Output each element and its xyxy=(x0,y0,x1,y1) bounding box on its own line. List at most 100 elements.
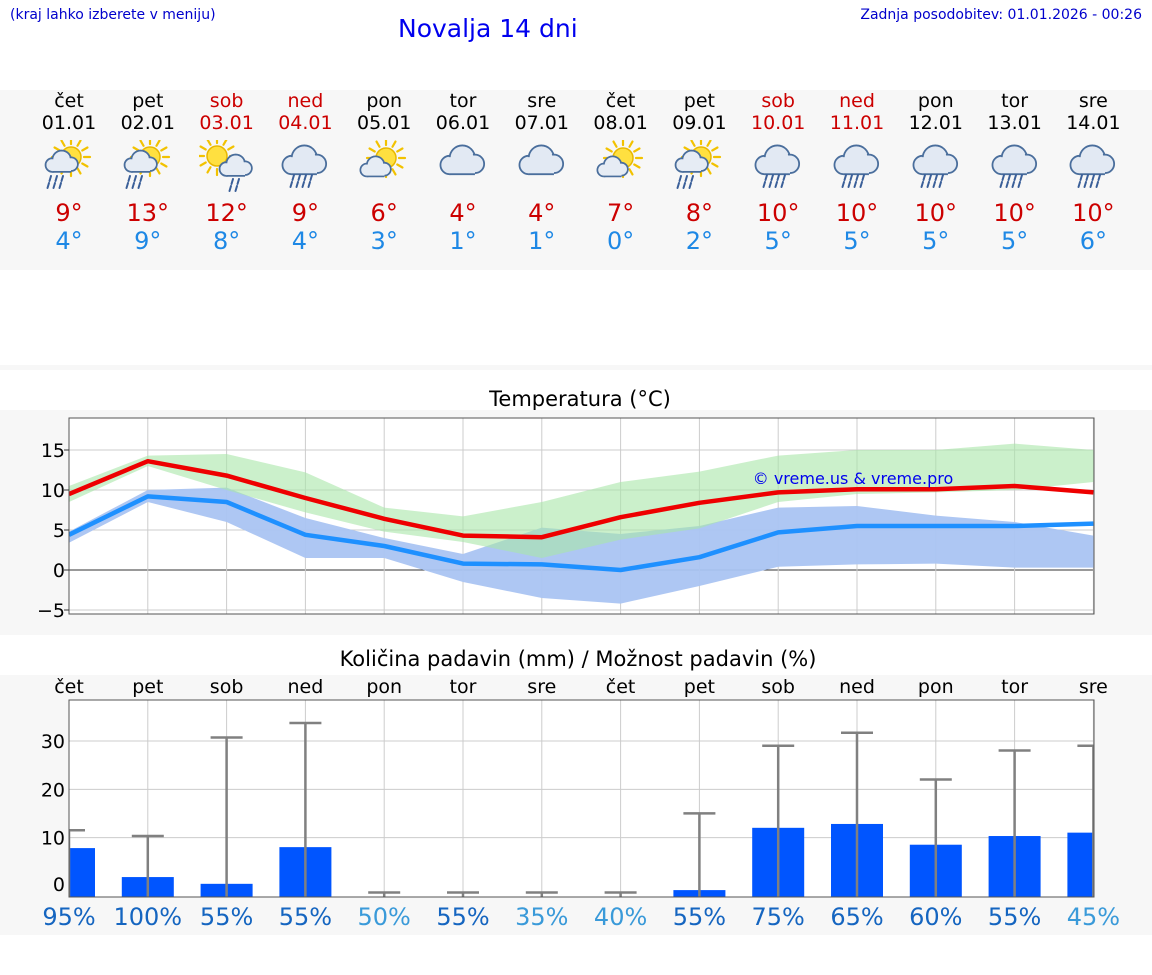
raindrops-shape xyxy=(1077,174,1102,188)
cloud-shape xyxy=(518,144,564,176)
cloud-shape xyxy=(281,144,328,176)
cloud-shape xyxy=(596,155,629,178)
precipitation-max-whisker xyxy=(447,891,479,897)
day-date-label: 12.01 xyxy=(908,112,963,134)
precipitation-chance: 40% xyxy=(593,903,648,931)
precipitation-max-whisker xyxy=(289,721,322,897)
day-name-label: pet xyxy=(683,90,715,112)
day-date-label: 07.01 xyxy=(514,112,569,134)
day-date-label: 11.01 xyxy=(829,112,885,134)
precipitation-day-label: sob xyxy=(209,676,244,698)
max-temperature-range-band xyxy=(69,443,1094,558)
max-temperature: 10° xyxy=(756,199,800,227)
precipitation-chance: 35% xyxy=(515,903,569,931)
sun-cloud-rain-icon xyxy=(198,140,253,192)
precipitation-max-whisker xyxy=(683,812,716,897)
day-date-label: 04.01 xyxy=(278,112,333,134)
precipitation-day-label: ned xyxy=(839,676,875,698)
min-temperature: 1° xyxy=(528,227,556,255)
max-temperature: 8° xyxy=(685,199,714,227)
min-temperature: 6° xyxy=(1079,227,1108,255)
partly-sunny-rain-icon xyxy=(44,140,92,189)
day-column: sre 07.01 4° 1° xyxy=(502,90,582,270)
min-temperature: 2° xyxy=(685,227,714,255)
raindrops-shape xyxy=(228,178,240,192)
cloud-shape xyxy=(912,144,958,176)
raindrops-shape xyxy=(920,174,944,188)
temperature-series xyxy=(69,443,1094,604)
precipitation-max-whisker xyxy=(998,749,1031,897)
location-menu-hint: (kraj lahko izberete v meniju) xyxy=(10,7,216,23)
max-temperature: 13° xyxy=(126,199,170,227)
cloud-rain-icon xyxy=(833,144,880,188)
raindrops-shape xyxy=(841,174,865,188)
day-name-label: ned xyxy=(287,90,324,112)
y-tick-label: 5 xyxy=(53,520,65,542)
day-column: pon 05.01 6° 3° xyxy=(344,90,424,270)
day-name-label: sob xyxy=(761,90,795,112)
precipitation-max-whisker xyxy=(131,834,164,897)
precipitation-max-whisker xyxy=(1077,744,1094,897)
precipitation-chance: 100% xyxy=(113,903,183,931)
precipitation-max-whisker xyxy=(69,828,85,897)
precipitation-chart-title: Količina padavin (mm) / Možnost padavin … xyxy=(339,647,817,671)
precipitation-chance: 65% xyxy=(830,903,884,931)
day-name-label: pon xyxy=(917,90,954,112)
cloud-shape xyxy=(754,144,801,176)
precipitation-day-label: čet xyxy=(54,676,84,698)
raindrops-shape xyxy=(289,174,314,188)
day-column: sob 03.01 12° 8° xyxy=(187,90,267,270)
min-temperature: 3° xyxy=(370,227,398,255)
day-name-label: tor xyxy=(1001,90,1029,112)
precipitation-day-label: ned xyxy=(287,676,324,698)
day-column: čet 08.01 7° 0° xyxy=(581,90,661,270)
precipitation-chart: 0 10 20 30 xyxy=(41,699,1095,898)
day-column: sob 10.01 10° 5° xyxy=(738,90,818,270)
day-date-label: 08.01 xyxy=(593,112,648,134)
sun-shape xyxy=(198,140,237,177)
precipitation-day-label: čet xyxy=(605,676,636,698)
min-temperature: 5° xyxy=(764,227,792,255)
min-temperature: 9° xyxy=(134,227,162,255)
day-name-label: sre xyxy=(1078,90,1108,112)
partly-sunny-icon xyxy=(359,140,407,179)
max-temperature: 4° xyxy=(449,199,477,227)
day-date-label: 06.01 xyxy=(435,112,491,134)
cloud-shape xyxy=(675,149,710,173)
day-name-label: čet xyxy=(605,90,636,112)
day-column: pon 12.01 10° 5° xyxy=(896,90,976,270)
y-tick-label: −5 xyxy=(37,600,65,622)
cloud-shape xyxy=(44,149,79,173)
raindrops-shape xyxy=(762,174,787,188)
precipitation-day-label: tor xyxy=(449,676,477,698)
cloud-shape xyxy=(991,144,1037,176)
precipitation-chance: 55% xyxy=(987,903,1042,931)
precipitation-chance: 55% xyxy=(672,903,727,931)
precipitation-max-whisker xyxy=(841,731,873,897)
y-tick-label: 30 xyxy=(41,731,65,753)
last-update-timestamp: Zadnja posodobitev: 01.01.2026 - 00:26 xyxy=(860,7,1142,23)
cloudy-icon xyxy=(439,144,486,176)
y-tick-label: 0 xyxy=(53,874,65,896)
day-name-label: čet xyxy=(54,90,84,112)
cloud-shape xyxy=(439,144,486,176)
day-name-label: tor xyxy=(449,90,477,112)
day-date-label: 05.01 xyxy=(356,112,412,134)
y-tick-label: 10 xyxy=(41,480,65,502)
max-temperature: 7° xyxy=(606,199,635,227)
precipitation-day-label: sre xyxy=(1078,676,1108,698)
y-tick-label: 15 xyxy=(41,440,65,462)
day-column: ned 11.01 10° 5° xyxy=(817,90,897,270)
max-temperature: 10° xyxy=(914,199,958,227)
precipitation-chance: 50% xyxy=(357,903,411,931)
day-column: pet 02.01 13° 9° xyxy=(108,90,188,270)
precipitation-max-whisker xyxy=(604,891,637,897)
cloud-shape xyxy=(1069,144,1116,176)
cloud-rain-icon xyxy=(281,144,328,188)
cloud-shape xyxy=(123,149,158,173)
precipitation-day-label: pon xyxy=(366,676,403,698)
precipitation-day-label: sob xyxy=(761,676,795,698)
day-column: čet 01.01 9° 4° xyxy=(29,90,109,270)
cloudy-icon xyxy=(518,144,564,176)
min-temperature-line xyxy=(69,494,1094,573)
